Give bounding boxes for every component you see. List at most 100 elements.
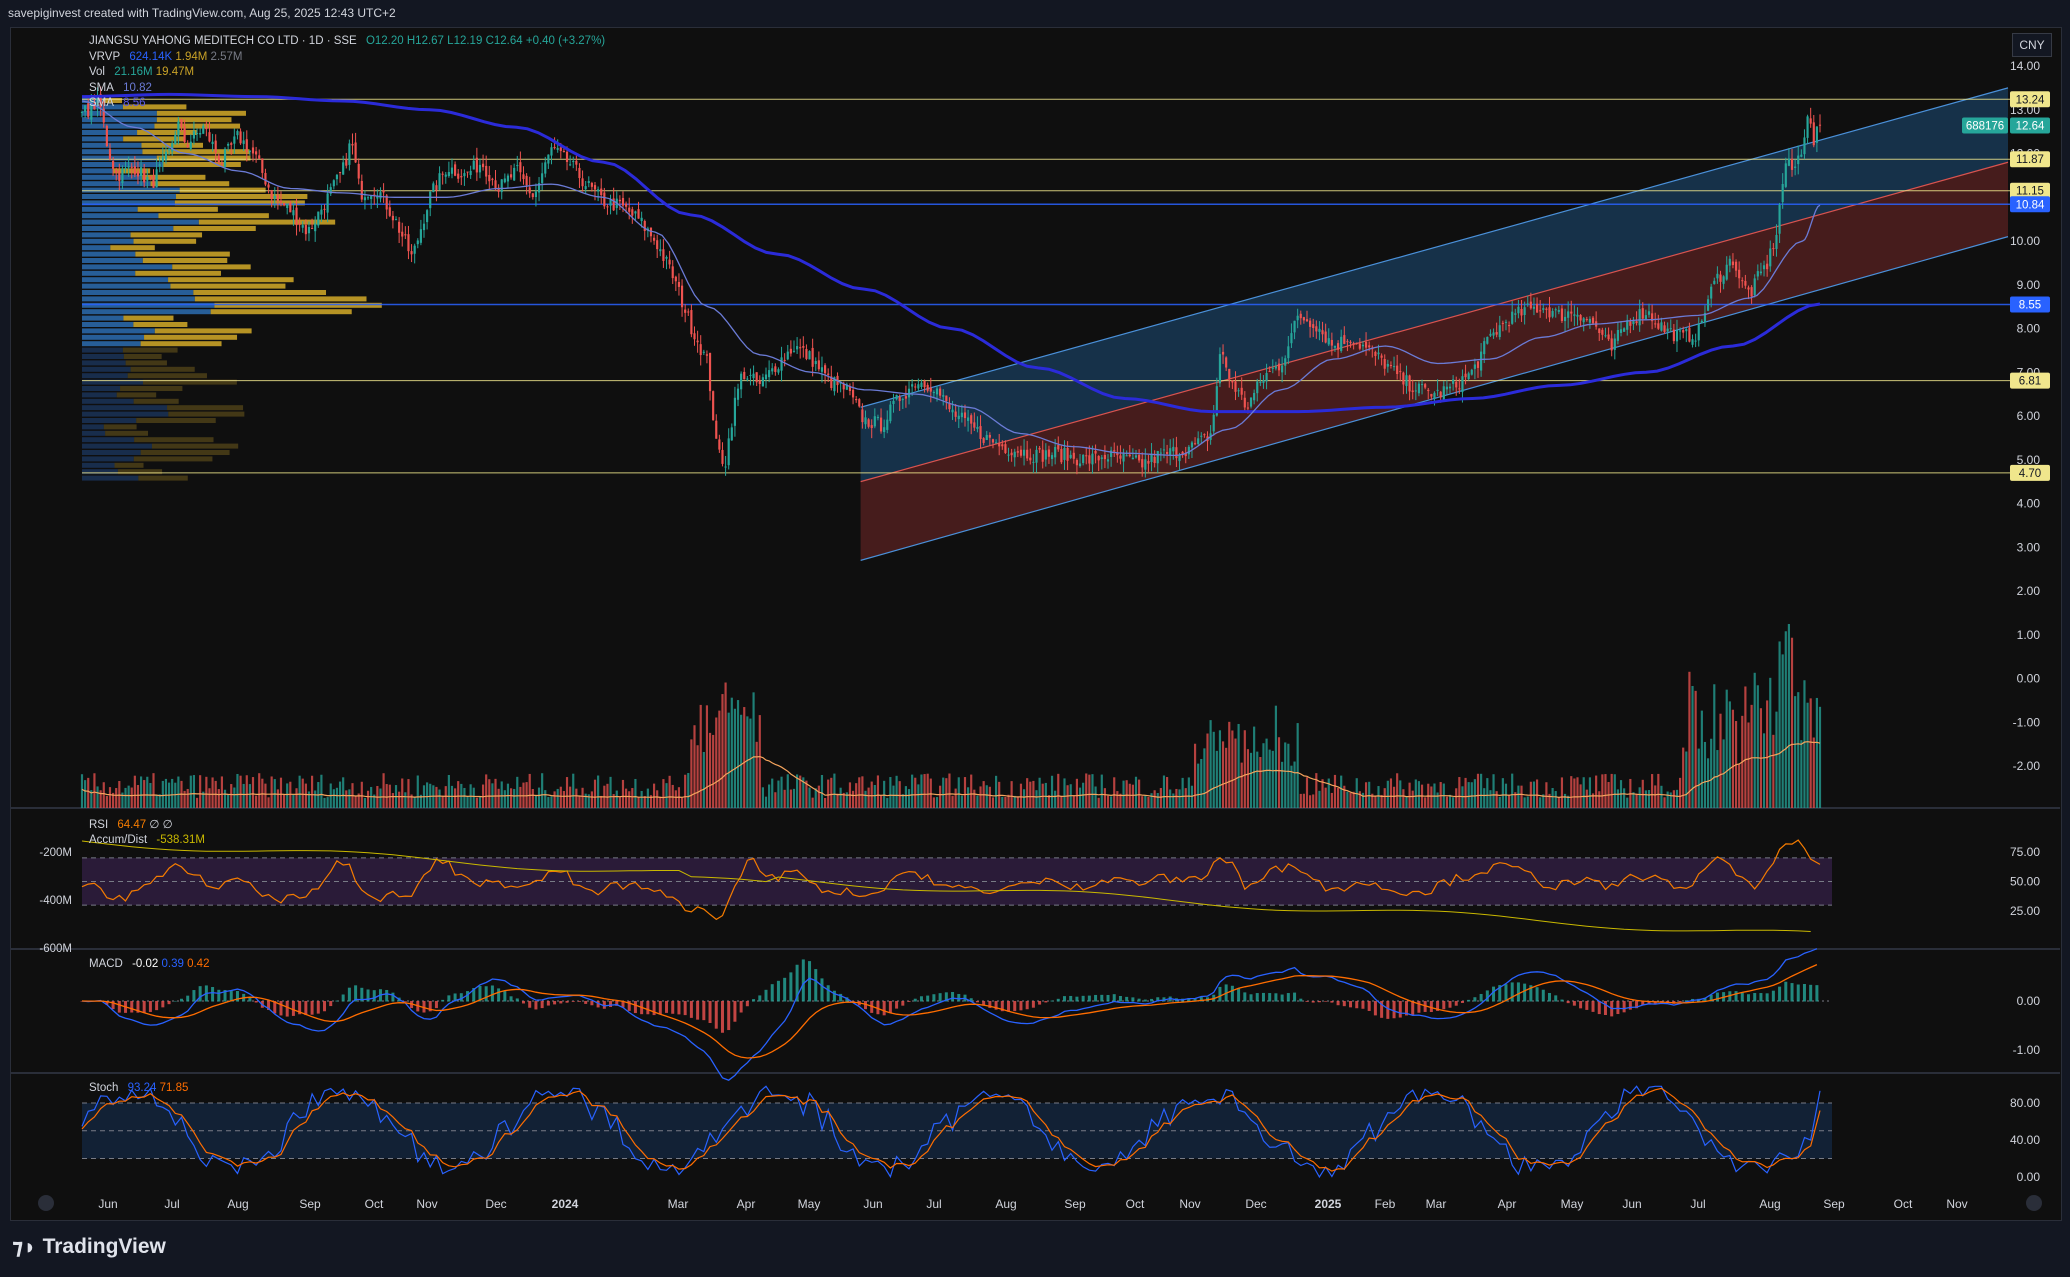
candle-body [699, 344, 702, 356]
volume-profile-bar-up [82, 162, 164, 167]
macd-histogram-bar [1075, 996, 1079, 1002]
symbol-title[interactable]: JIANGSU YAHONG MEDITECH CO LTD · 1D · SS… [89, 35, 357, 47]
volume-bar [1504, 783, 1508, 808]
volume-bar [926, 773, 929, 808]
candle-body [1517, 306, 1520, 314]
volume-bar [1004, 796, 1007, 808]
candle-body [587, 181, 590, 184]
legend-sma-fast[interactable]: SMA 10.82 [89, 81, 605, 97]
candle-body [320, 209, 323, 215]
candle-body [1082, 454, 1085, 464]
price-tick-label: -1.00 [2013, 715, 2041, 729]
candle-body [236, 131, 239, 136]
stoch-d-line [81, 1087, 1821, 1172]
volume-bar [1660, 785, 1663, 808]
candle-body [1296, 315, 1299, 321]
candle-body [976, 426, 979, 429]
candle-body [463, 173, 466, 177]
volume-profile-bar-up [82, 418, 137, 423]
candle-body [87, 103, 90, 117]
candle-body [727, 438, 730, 466]
volume-bar [121, 792, 124, 808]
volume-bar [556, 788, 559, 808]
time-axis-label: Nov [416, 1197, 437, 1211]
macd-histogram-bar [1709, 994, 1713, 1002]
candle-body [889, 404, 892, 422]
volume-bar [478, 796, 482, 808]
volume-profile-bar-down [133, 238, 197, 244]
accum-dist-legend[interactable]: Accum/Dist -538.31M [89, 834, 205, 846]
candle-body [1433, 392, 1436, 399]
candle-body [115, 170, 118, 173]
rsi-tick-label: 25.00 [2010, 904, 2040, 918]
volume-bar [752, 692, 755, 808]
stoch-legend[interactable]: Stoch 93.24 71.85 [89, 1082, 188, 1094]
volume-bar [454, 788, 457, 808]
price-label-badge [2010, 196, 2050, 213]
sma-fast-line [81, 100, 1821, 457]
volume-bar [786, 774, 789, 808]
candle-body [1585, 319, 1588, 321]
candle-body [1806, 116, 1809, 138]
volume-bar [283, 794, 286, 808]
candle-body [1417, 383, 1421, 394]
volume-bar [251, 777, 255, 808]
tradingview-logo[interactable]: ⁊◗ TradingView [12, 1234, 166, 1260]
volume-bar [1125, 780, 1128, 808]
macd-histogram-bar [1591, 1001, 1595, 1012]
macd-histogram-bar [521, 1001, 525, 1004]
time-axis-label: Feb [1375, 1197, 1396, 1211]
macd-histogram-bar [1684, 1000, 1688, 1002]
candle-body [1697, 324, 1700, 341]
volume-bar [357, 793, 360, 808]
macd-histogram-bar [1305, 1001, 1309, 1002]
auto-scale-icon[interactable] [2026, 1195, 2042, 1211]
volume-profile-bar-up [82, 142, 142, 148]
volume-bar [488, 779, 491, 808]
macd-histogram-bar [1429, 1001, 1433, 1013]
volume-bar [426, 782, 429, 808]
candle-body [525, 175, 528, 186]
zoom-icon[interactable] [38, 1195, 54, 1211]
volume-bar [1293, 761, 1296, 808]
volume-profile-bar-down [123, 315, 174, 321]
volume-profile-bar-up [82, 194, 176, 199]
macd-histogram-bar [907, 1001, 911, 1002]
candle-body [1237, 390, 1240, 392]
volume-profile-bar-down [125, 360, 167, 366]
volume-bar [649, 795, 653, 808]
legend-vrvp[interactable]: VRVP 624.14K 1.94M 2.57M [89, 50, 605, 66]
volume-bar [208, 788, 211, 808]
candle-body [230, 143, 233, 145]
candle-body [432, 183, 435, 193]
legend-vol[interactable]: Vol 21.16M 19.47M [89, 65, 605, 81]
volume-bars [80, 623, 1822, 808]
chart-credit: savepiginvest created with TradingView.c… [8, 6, 396, 20]
candle-body [1700, 320, 1703, 323]
macd-histogram-bar [503, 991, 507, 1002]
macd-histogram-bar [714, 1001, 718, 1029]
volume-bar [1144, 795, 1147, 808]
legend-sma-slow[interactable]: SMA 8.56 [89, 96, 605, 112]
macd-histogram-bar [1579, 1001, 1583, 1009]
price-label-symbol: 688176 [1966, 121, 2004, 133]
candle-body [550, 147, 553, 156]
volume-bar [994, 775, 998, 808]
macd-legend[interactable]: MACD -0.02 0.39 0.42 [89, 958, 209, 970]
volume-bar [715, 717, 718, 808]
macd-histogram-bar [279, 1001, 283, 1016]
regression-channel-upper [860, 87, 2008, 482]
macd-histogram-bar [994, 1001, 998, 1010]
candle-body [1193, 443, 1197, 445]
volume-bar [917, 784, 920, 808]
volume-bar [1467, 782, 1470, 808]
macd-histogram-bar [1703, 997, 1707, 1002]
candle-body [1651, 313, 1654, 322]
volume-bar [1044, 782, 1047, 808]
candle-body [1480, 351, 1483, 371]
candle-body [628, 207, 631, 212]
candle-body [1753, 278, 1756, 296]
currency-button[interactable]: CNY [2012, 33, 2052, 57]
rsi-legend[interactable]: RSI 64.47 ∅ ∅ [89, 817, 173, 831]
